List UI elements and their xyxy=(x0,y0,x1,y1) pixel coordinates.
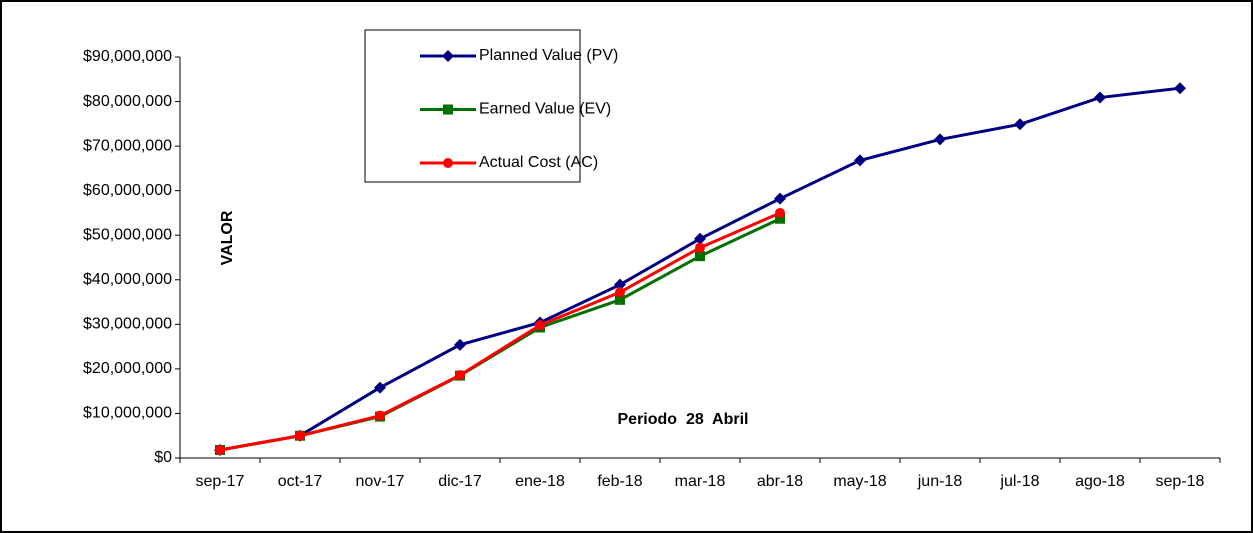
marker xyxy=(694,232,706,245)
legend-marker xyxy=(442,50,454,62)
x-tick-label: mar-18 xyxy=(675,473,726,490)
y-tick-label: $0 xyxy=(154,449,172,466)
marker xyxy=(774,192,786,205)
y-tick-label: $60,000,000 xyxy=(83,182,172,199)
marker xyxy=(934,133,946,146)
y-axis-label: VALOR xyxy=(219,210,236,265)
marker xyxy=(454,338,466,351)
x-tick-label: sep-17 xyxy=(196,473,245,490)
marker xyxy=(375,410,385,421)
x-tick-label: sep-18 xyxy=(1156,473,1205,490)
marker xyxy=(374,381,386,394)
annotation: Periodo 28 Abril xyxy=(618,411,749,428)
marker xyxy=(695,251,705,262)
legend-label: Actual Cost (AC) xyxy=(479,154,598,171)
legend-label: Earned Value (EV) xyxy=(479,101,611,118)
x-tick-label: may-18 xyxy=(833,473,886,490)
legend-marker xyxy=(443,158,453,168)
x-tick-label: jun-18 xyxy=(917,473,963,490)
y-tick-label: $40,000,000 xyxy=(83,271,172,288)
x-tick-label: dic-17 xyxy=(438,473,482,490)
y-tick-label: $10,000,000 xyxy=(83,405,172,422)
x-tick-label: ago-18 xyxy=(1075,473,1125,490)
marker xyxy=(614,278,626,291)
marker xyxy=(1014,118,1026,131)
marker xyxy=(1174,82,1186,95)
legend-marker xyxy=(443,104,453,115)
x-tick-label: nov-17 xyxy=(356,473,405,490)
x-tick-label: abr-18 xyxy=(757,473,803,490)
marker xyxy=(775,207,785,218)
marker xyxy=(615,287,625,298)
y-tick-label: $70,000,000 xyxy=(83,137,172,154)
marker xyxy=(295,430,305,441)
marker xyxy=(215,444,225,455)
marker xyxy=(455,370,465,381)
y-tick-label: $50,000,000 xyxy=(83,226,172,243)
marker xyxy=(615,294,625,305)
legend-label: Planned Value (PV) xyxy=(479,47,618,64)
marker xyxy=(854,154,866,167)
y-tick-label: $30,000,000 xyxy=(83,316,172,333)
y-tick-label: $20,000,000 xyxy=(83,360,172,377)
x-tick-label: ene-18 xyxy=(515,473,565,490)
marker xyxy=(535,320,545,331)
y-tick-label: $80,000,000 xyxy=(83,93,172,110)
series-line xyxy=(219,211,781,452)
marker xyxy=(695,242,705,253)
x-tick-label: oct-17 xyxy=(278,473,323,490)
y-tick-label: $90,000,000 xyxy=(83,48,172,65)
x-tick-label: feb-18 xyxy=(597,473,642,490)
x-tick-label: jul-18 xyxy=(999,473,1039,490)
marker xyxy=(775,213,785,224)
marker xyxy=(1094,91,1106,104)
